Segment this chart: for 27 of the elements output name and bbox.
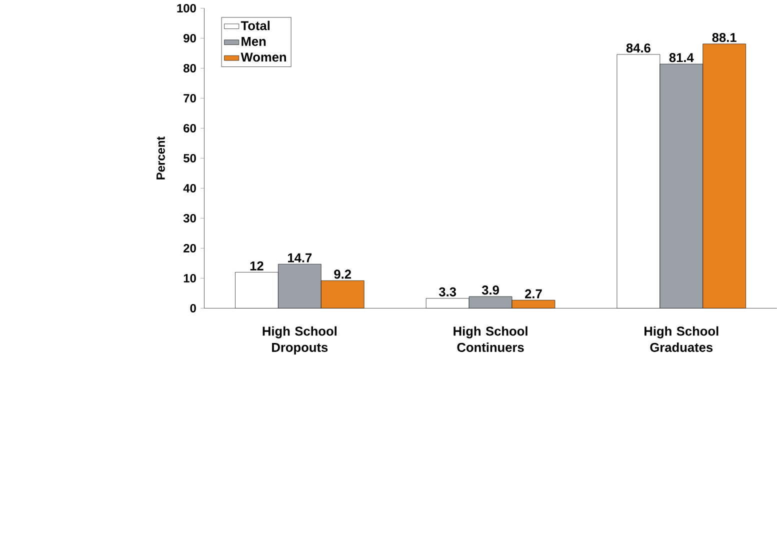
legend-label: Men	[242, 36, 266, 46]
data-label: 2.7	[525, 289, 542, 298]
legend-label: Women	[240, 52, 286, 62]
data-label: 81.4	[669, 52, 694, 62]
data-label: 84.6	[626, 43, 650, 52]
y-tick-label: 50	[184, 154, 196, 162]
legend-label: Total	[240, 20, 270, 30]
x-tick-label: High School Continuers	[454, 326, 528, 352]
y-tick-label: 0	[190, 304, 196, 312]
y-tick-label: 10	[184, 274, 196, 282]
y-tick-label: 100	[177, 4, 196, 12]
y-tick-label: 60	[184, 124, 196, 132]
y-tick-label: 80	[184, 64, 196, 72]
data-label: 12	[250, 261, 264, 270]
data-label: 9.2	[334, 270, 351, 279]
data-label: 14.7	[288, 253, 312, 262]
data-label: 3.9	[482, 285, 499, 295]
x-tick-label: High School Graduates	[644, 326, 718, 352]
y-tick-label: 70	[184, 94, 196, 102]
data-label: 3.3	[438, 287, 456, 296]
y-tick-label: 40	[183, 184, 196, 192]
y-tick-label: 90	[184, 34, 196, 42]
y-axis-title: Percent	[156, 136, 165, 180]
y-tick-label: 20	[184, 244, 196, 252]
x-tick-label: High School Dropouts	[262, 326, 336, 354]
data-label: 88.1	[712, 32, 736, 42]
y-tick-label: 30	[183, 214, 196, 222]
